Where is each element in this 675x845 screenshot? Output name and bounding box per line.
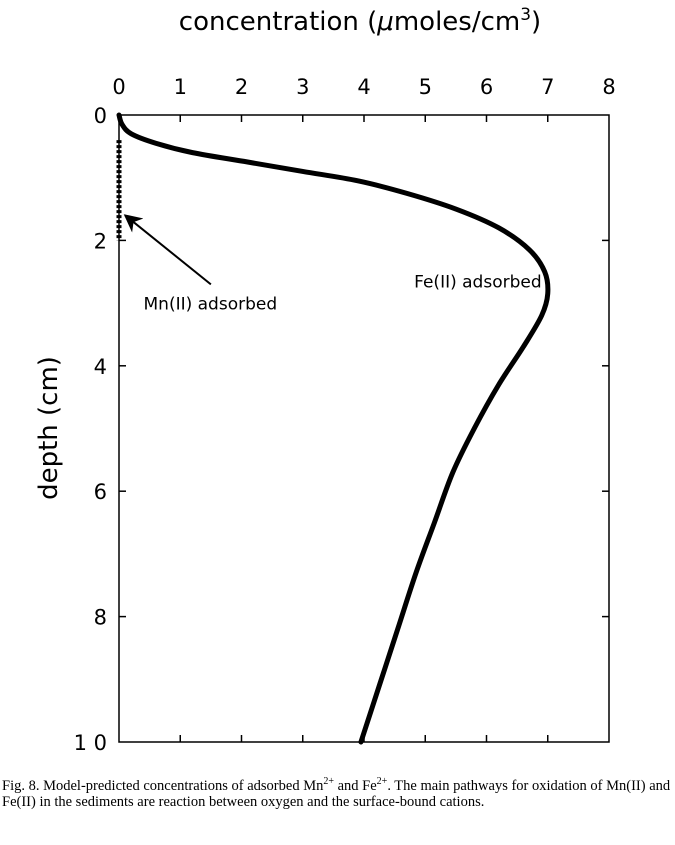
caption-sup-mn: 2+ — [323, 776, 334, 787]
x-tick-label-8: 8 — [602, 75, 615, 99]
y-tick-label-1: 2 — [94, 229, 107, 253]
y-tick-label-0: 0 — [94, 104, 107, 128]
figure-caption: Fig. 8. Model-predicted concentrations o… — [2, 774, 672, 810]
series-layer — [116, 112, 551, 745]
x-tick-label-2: 2 — [235, 75, 248, 99]
y-tick-label-5: 1 0 — [74, 731, 107, 755]
annotation-mn-arrow — [123, 214, 212, 286]
x-tick-label-1: 1 — [174, 75, 187, 99]
chart: concentration (μmoles/cm3) depth (cm) 0 1… — [34, 5, 616, 755]
x-ticks: 0 1 2 3 4 5 6 7 8 — [112, 75, 616, 742]
x-tick-label-3: 3 — [296, 75, 309, 99]
y-tick-label-4: 8 — [94, 606, 107, 630]
annotation-layer: Fe(II) adsorbed Mn(II) adsorbed — [123, 214, 542, 314]
y-tick-label-2: 4 — [94, 355, 107, 379]
x-tick-label-7: 7 — [541, 75, 554, 99]
y-tick-label-3: 6 — [94, 480, 107, 504]
annotation-fe-adsorbed: Fe(II) adsorbed — [414, 272, 542, 292]
x-axis-title: concentration (μmoles/cm3) — [179, 5, 541, 37]
caption-part-1: Fig. 8. Model-predicted concentrations o… — [2, 777, 324, 794]
annotation-mn-adsorbed: Mn(II) adsorbed — [144, 294, 278, 314]
plot-frame — [118, 114, 610, 743]
y-axis-title: depth (cm) — [34, 356, 64, 500]
y-ticks: 0 2 4 6 8 1 0 — [74, 104, 609, 755]
x-tick-label-4: 4 — [357, 75, 370, 99]
x-tick-label-6: 6 — [480, 75, 493, 99]
series-fe-adsorbed-line — [116, 112, 551, 745]
caption-part-2: and Fe — [333, 777, 377, 794]
x-tick-label-0: 0 — [112, 75, 125, 99]
caption-part-3: . The main pathways for oxidation of Mn(… — [2, 777, 671, 810]
caption-sup-fe: 2+ — [376, 776, 388, 787]
x-tick-label-5: 5 — [419, 75, 432, 99]
